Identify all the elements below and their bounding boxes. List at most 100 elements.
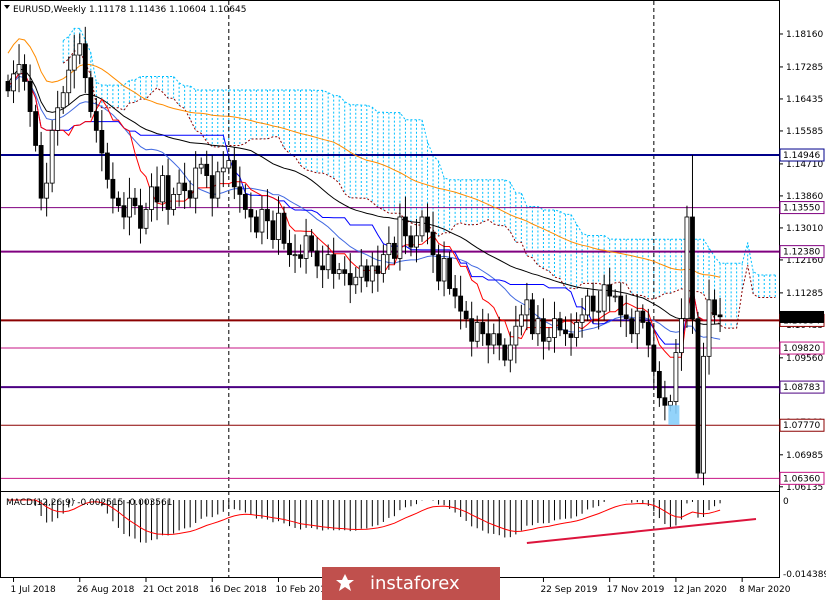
price-tick-label: 1.06985: [786, 451, 823, 461]
level-badge: [779, 341, 825, 355]
price-tick-label: 1.11285: [786, 289, 823, 299]
candle-body: [668, 401, 673, 406]
candle-body: [634, 310, 640, 335]
price-tick-label: 1.18160: [786, 30, 823, 40]
candle-body: [353, 276, 359, 286]
candle-body: [16, 64, 22, 75]
candle-body: [358, 265, 364, 278]
candle-body: [5, 81, 11, 92]
candle-body: [684, 216, 690, 320]
candle-body: [204, 163, 210, 176]
macd-label: MACD(12,26,9) -0.002515 -0.003561: [6, 498, 172, 508]
candle-body: [557, 318, 563, 331]
candle-body: [690, 216, 695, 320]
logo-text: instaforex: [370, 573, 460, 594]
candle-body: [248, 209, 254, 218]
candle-body: [590, 295, 596, 312]
candle-body: [33, 111, 38, 146]
candle-body: [138, 205, 143, 229]
candle-body: [93, 111, 99, 131]
candle-body: [574, 322, 579, 338]
candle-body: [524, 299, 530, 316]
time-tick-label: 26 Aug 2018: [77, 585, 135, 595]
horizontal-levels: [0, 154, 779, 479]
candle-body: [165, 175, 171, 210]
ichimoku-cloud: [62, 27, 776, 329]
candle-body: [552, 318, 557, 338]
candle-body: [331, 254, 337, 274]
candle-body: [176, 182, 182, 195]
candle-body: [447, 258, 453, 289]
price-tick-label: 1.12160: [786, 256, 823, 266]
price-tick-label: 1.17285: [786, 63, 823, 73]
price-tick-label: 1.06135: [786, 483, 823, 493]
candle-body: [127, 197, 132, 218]
level-badge-label: 1.12380: [783, 248, 820, 258]
price-tick-label: 1.09560: [786, 354, 823, 364]
candle-body: [336, 269, 342, 274]
candle-body: [259, 209, 265, 233]
candle-body: [563, 329, 568, 335]
candle-body: [469, 318, 475, 342]
ma-black: [7, 68, 721, 325]
macd-signal-line: [8, 499, 721, 536]
candle-body: [541, 318, 546, 342]
candle-body: [298, 254, 303, 259]
candle-body: [220, 167, 226, 173]
candle-body: [226, 160, 232, 169]
candle-body: [237, 186, 243, 195]
candle-body: [66, 69, 72, 94]
price-tick-label: 1.16435: [786, 95, 823, 105]
candle-body: [518, 314, 524, 327]
candle-body: [618, 295, 624, 316]
candle-body: [645, 322, 651, 346]
candle-body: [347, 273, 353, 286]
candle-body: [149, 186, 154, 210]
candle-body: [303, 235, 309, 259]
candle-body: [265, 209, 270, 222]
time-tick-label: 1 Jul 2018: [11, 585, 56, 595]
time-axis: 1 Jul 2018 26 Aug 2018 21 Oct 2018 16 Dec 2…: [11, 578, 791, 595]
macd-pane: [8, 499, 757, 544]
current-price-label: 1.10645: [783, 313, 820, 323]
level-badge: [779, 201, 825, 215]
candle-body: [44, 182, 50, 199]
candle-body: [116, 197, 121, 207]
candle-body: [215, 171, 221, 199]
candle-body: [104, 152, 110, 180]
candle-body: [607, 284, 613, 297]
candle-body: [640, 310, 646, 323]
candle-body: [369, 265, 375, 282]
candle-body: [193, 167, 199, 199]
candle-body: [182, 182, 188, 192]
candle-body: [121, 205, 127, 218]
candle-body: [612, 295, 618, 298]
candle-body: [535, 318, 541, 335]
candle-body: [601, 284, 607, 312]
vertical-dashed-lines: [228, 1, 655, 577]
ma-blue-slow: [7, 75, 721, 340]
candle-body: [71, 54, 77, 71]
level-badge-label: 1.14946: [783, 151, 820, 161]
candle-body: [673, 352, 679, 402]
chevron-down-icon: [4, 5, 10, 9]
candle-body: [209, 175, 215, 199]
candles: [5, 26, 723, 486]
candle-body: [82, 43, 88, 79]
level-badge: [779, 245, 825, 259]
candle-body: [143, 209, 149, 229]
current-price-badge: [780, 310, 824, 323]
candle-body: [309, 235, 315, 252]
moving-averages: [7, 38, 721, 358]
candle-body: [585, 295, 590, 316]
candle-body: [656, 370, 662, 399]
candle-body: [292, 254, 298, 257]
candle-body: [287, 242, 292, 256]
price-tick-label: 1.13860: [786, 192, 823, 202]
candle-body: [629, 318, 635, 335]
candle-body: [342, 269, 348, 274]
candle-body: [132, 197, 138, 207]
time-tick-label: 21 Oct 2018: [143, 585, 199, 595]
candle-body: [171, 194, 177, 210]
macd-trendline: [526, 518, 757, 544]
